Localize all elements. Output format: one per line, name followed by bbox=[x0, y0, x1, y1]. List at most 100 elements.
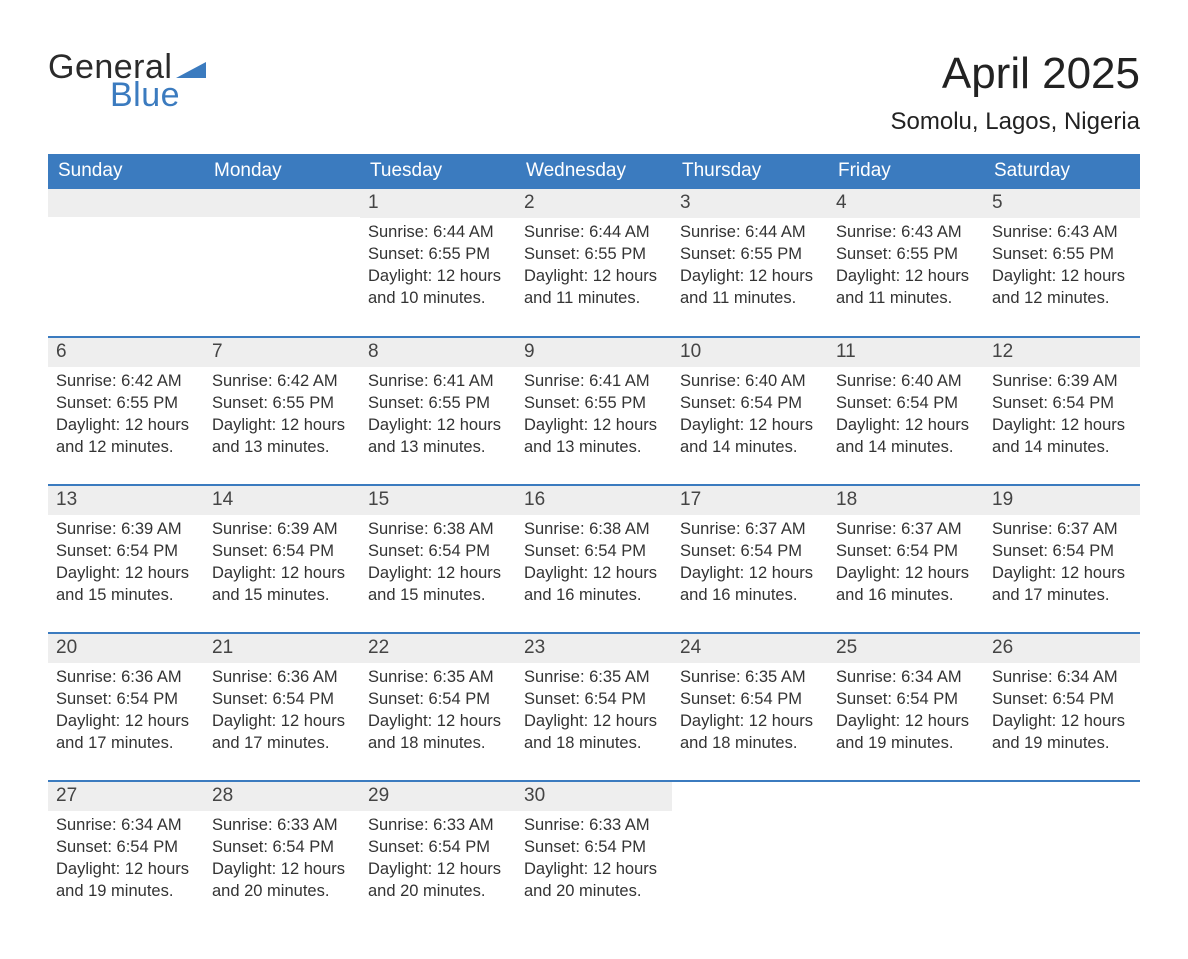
sunrise-line: Sunrise: 6:34 AM bbox=[836, 667, 978, 689]
daylight-line: Daylight: 12 hours and 20 minutes. bbox=[212, 859, 354, 903]
day-cell: 12Sunrise: 6:39 AMSunset: 6:54 PMDayligh… bbox=[984, 337, 1140, 485]
daylight-line: Daylight: 12 hours and 18 minutes. bbox=[524, 711, 666, 755]
day-number: 18 bbox=[828, 486, 984, 515]
sunset-line: Sunset: 6:54 PM bbox=[368, 837, 510, 859]
sunset-line: Sunset: 6:54 PM bbox=[212, 837, 354, 859]
day-info: Sunrise: 6:39 AMSunset: 6:54 PMDaylight:… bbox=[984, 367, 1140, 463]
day-info: Sunrise: 6:40 AMSunset: 6:54 PMDaylight:… bbox=[672, 367, 828, 463]
day-number: 1 bbox=[360, 189, 516, 218]
sunrise-line: Sunrise: 6:44 AM bbox=[680, 222, 822, 244]
day-header: Saturday bbox=[984, 154, 1140, 189]
sunrise-line: Sunrise: 6:35 AM bbox=[524, 667, 666, 689]
sunset-line: Sunset: 6:54 PM bbox=[212, 689, 354, 711]
sunrise-line: Sunrise: 6:44 AM bbox=[524, 222, 666, 244]
day-cell: 7Sunrise: 6:42 AMSunset: 6:55 PMDaylight… bbox=[204, 337, 360, 485]
day-cell: 29Sunrise: 6:33 AMSunset: 6:54 PMDayligh… bbox=[360, 781, 516, 929]
daylight-line: Daylight: 12 hours and 11 minutes. bbox=[524, 266, 666, 310]
day-cell: 5Sunrise: 6:43 AMSunset: 6:55 PMDaylight… bbox=[984, 189, 1140, 337]
day-number: 23 bbox=[516, 634, 672, 663]
week-row: 1Sunrise: 6:44 AMSunset: 6:55 PMDaylight… bbox=[48, 189, 1140, 337]
sunset-line: Sunset: 6:54 PM bbox=[680, 393, 822, 415]
sunrise-line: Sunrise: 6:44 AM bbox=[368, 222, 510, 244]
sunrise-line: Sunrise: 6:43 AM bbox=[992, 222, 1134, 244]
day-cell: 14Sunrise: 6:39 AMSunset: 6:54 PMDayligh… bbox=[204, 485, 360, 633]
sunset-line: Sunset: 6:55 PM bbox=[992, 244, 1134, 266]
day-cell: 1Sunrise: 6:44 AMSunset: 6:55 PMDaylight… bbox=[360, 189, 516, 337]
day-number: 30 bbox=[516, 782, 672, 811]
day-info: Sunrise: 6:43 AMSunset: 6:55 PMDaylight:… bbox=[828, 218, 984, 314]
title-block: April 2025 Somolu, Lagos, Nigeria bbox=[891, 50, 1140, 136]
day-cell: 24Sunrise: 6:35 AMSunset: 6:54 PMDayligh… bbox=[672, 633, 828, 781]
daylight-line: Daylight: 12 hours and 17 minutes. bbox=[212, 711, 354, 755]
day-number: 27 bbox=[48, 782, 204, 811]
day-cell: 10Sunrise: 6:40 AMSunset: 6:54 PMDayligh… bbox=[672, 337, 828, 485]
sunset-line: Sunset: 6:54 PM bbox=[992, 689, 1134, 711]
sunset-line: Sunset: 6:54 PM bbox=[524, 689, 666, 711]
day-cell bbox=[984, 781, 1140, 929]
day-cell: 25Sunrise: 6:34 AMSunset: 6:54 PMDayligh… bbox=[828, 633, 984, 781]
day-cell: 19Sunrise: 6:37 AMSunset: 6:54 PMDayligh… bbox=[984, 485, 1140, 633]
day-header: Tuesday bbox=[360, 154, 516, 189]
week-row: 6Sunrise: 6:42 AMSunset: 6:55 PMDaylight… bbox=[48, 337, 1140, 485]
daylight-line: Daylight: 12 hours and 10 minutes. bbox=[368, 266, 510, 310]
daylight-line: Daylight: 12 hours and 12 minutes. bbox=[56, 415, 198, 459]
day-info: Sunrise: 6:34 AMSunset: 6:54 PMDaylight:… bbox=[828, 663, 984, 759]
daylight-line: Daylight: 12 hours and 15 minutes. bbox=[56, 563, 198, 607]
week-row: 20Sunrise: 6:36 AMSunset: 6:54 PMDayligh… bbox=[48, 633, 1140, 781]
day-number: 13 bbox=[48, 486, 204, 515]
day-info: Sunrise: 6:41 AMSunset: 6:55 PMDaylight:… bbox=[516, 367, 672, 463]
day-info: Sunrise: 6:37 AMSunset: 6:54 PMDaylight:… bbox=[984, 515, 1140, 611]
week-row: 13Sunrise: 6:39 AMSunset: 6:54 PMDayligh… bbox=[48, 485, 1140, 633]
day-number: 8 bbox=[360, 338, 516, 367]
sunset-line: Sunset: 6:54 PM bbox=[680, 689, 822, 711]
sunset-line: Sunset: 6:54 PM bbox=[56, 689, 198, 711]
day-info: Sunrise: 6:35 AMSunset: 6:54 PMDaylight:… bbox=[672, 663, 828, 759]
sunset-line: Sunset: 6:54 PM bbox=[212, 541, 354, 563]
sunset-line: Sunset: 6:54 PM bbox=[680, 541, 822, 563]
day-cell: 28Sunrise: 6:33 AMSunset: 6:54 PMDayligh… bbox=[204, 781, 360, 929]
day-cell: 8Sunrise: 6:41 AMSunset: 6:55 PMDaylight… bbox=[360, 337, 516, 485]
day-number: 9 bbox=[516, 338, 672, 367]
sunrise-line: Sunrise: 6:39 AM bbox=[992, 371, 1134, 393]
daylight-line: Daylight: 12 hours and 20 minutes. bbox=[368, 859, 510, 903]
day-cell: 11Sunrise: 6:40 AMSunset: 6:54 PMDayligh… bbox=[828, 337, 984, 485]
sunrise-line: Sunrise: 6:42 AM bbox=[212, 371, 354, 393]
sunset-line: Sunset: 6:54 PM bbox=[56, 541, 198, 563]
day-info: Sunrise: 6:44 AMSunset: 6:55 PMDaylight:… bbox=[360, 218, 516, 314]
day-info: Sunrise: 6:35 AMSunset: 6:54 PMDaylight:… bbox=[360, 663, 516, 759]
sunset-line: Sunset: 6:54 PM bbox=[524, 541, 666, 563]
sunset-line: Sunset: 6:55 PM bbox=[368, 393, 510, 415]
day-info: Sunrise: 6:36 AMSunset: 6:54 PMDaylight:… bbox=[204, 663, 360, 759]
day-cell: 15Sunrise: 6:38 AMSunset: 6:54 PMDayligh… bbox=[360, 485, 516, 633]
sunrise-line: Sunrise: 6:34 AM bbox=[56, 815, 198, 837]
day-cell: 4Sunrise: 6:43 AMSunset: 6:55 PMDaylight… bbox=[828, 189, 984, 337]
day-info: Sunrise: 6:35 AMSunset: 6:54 PMDaylight:… bbox=[516, 663, 672, 759]
daylight-line: Daylight: 12 hours and 18 minutes. bbox=[368, 711, 510, 755]
day-info: Sunrise: 6:33 AMSunset: 6:54 PMDaylight:… bbox=[516, 811, 672, 907]
sunrise-line: Sunrise: 6:37 AM bbox=[992, 519, 1134, 541]
daylight-line: Daylight: 12 hours and 20 minutes. bbox=[524, 859, 666, 903]
day-header: Thursday bbox=[672, 154, 828, 189]
day-cell: 17Sunrise: 6:37 AMSunset: 6:54 PMDayligh… bbox=[672, 485, 828, 633]
day-cell bbox=[48, 189, 204, 337]
day-info: Sunrise: 6:37 AMSunset: 6:54 PMDaylight:… bbox=[828, 515, 984, 611]
sunset-line: Sunset: 6:55 PM bbox=[524, 393, 666, 415]
daylight-line: Daylight: 12 hours and 14 minutes. bbox=[992, 415, 1134, 459]
day-header: Wednesday bbox=[516, 154, 672, 189]
day-info: Sunrise: 6:42 AMSunset: 6:55 PMDaylight:… bbox=[48, 367, 204, 463]
day-header: Friday bbox=[828, 154, 984, 189]
day-cell: 18Sunrise: 6:37 AMSunset: 6:54 PMDayligh… bbox=[828, 485, 984, 633]
sunset-line: Sunset: 6:54 PM bbox=[992, 541, 1134, 563]
day-number: 6 bbox=[48, 338, 204, 367]
sunrise-line: Sunrise: 6:33 AM bbox=[524, 815, 666, 837]
day-info: Sunrise: 6:39 AMSunset: 6:54 PMDaylight:… bbox=[48, 515, 204, 611]
day-info: Sunrise: 6:34 AMSunset: 6:54 PMDaylight:… bbox=[984, 663, 1140, 759]
logo: General Blue bbox=[48, 50, 206, 112]
sunset-line: Sunset: 6:55 PM bbox=[836, 244, 978, 266]
daylight-line: Daylight: 12 hours and 16 minutes. bbox=[524, 563, 666, 607]
sunset-line: Sunset: 6:54 PM bbox=[836, 689, 978, 711]
daylight-line: Daylight: 12 hours and 14 minutes. bbox=[680, 415, 822, 459]
day-number: 29 bbox=[360, 782, 516, 811]
sunset-line: Sunset: 6:54 PM bbox=[524, 837, 666, 859]
day-number: 16 bbox=[516, 486, 672, 515]
